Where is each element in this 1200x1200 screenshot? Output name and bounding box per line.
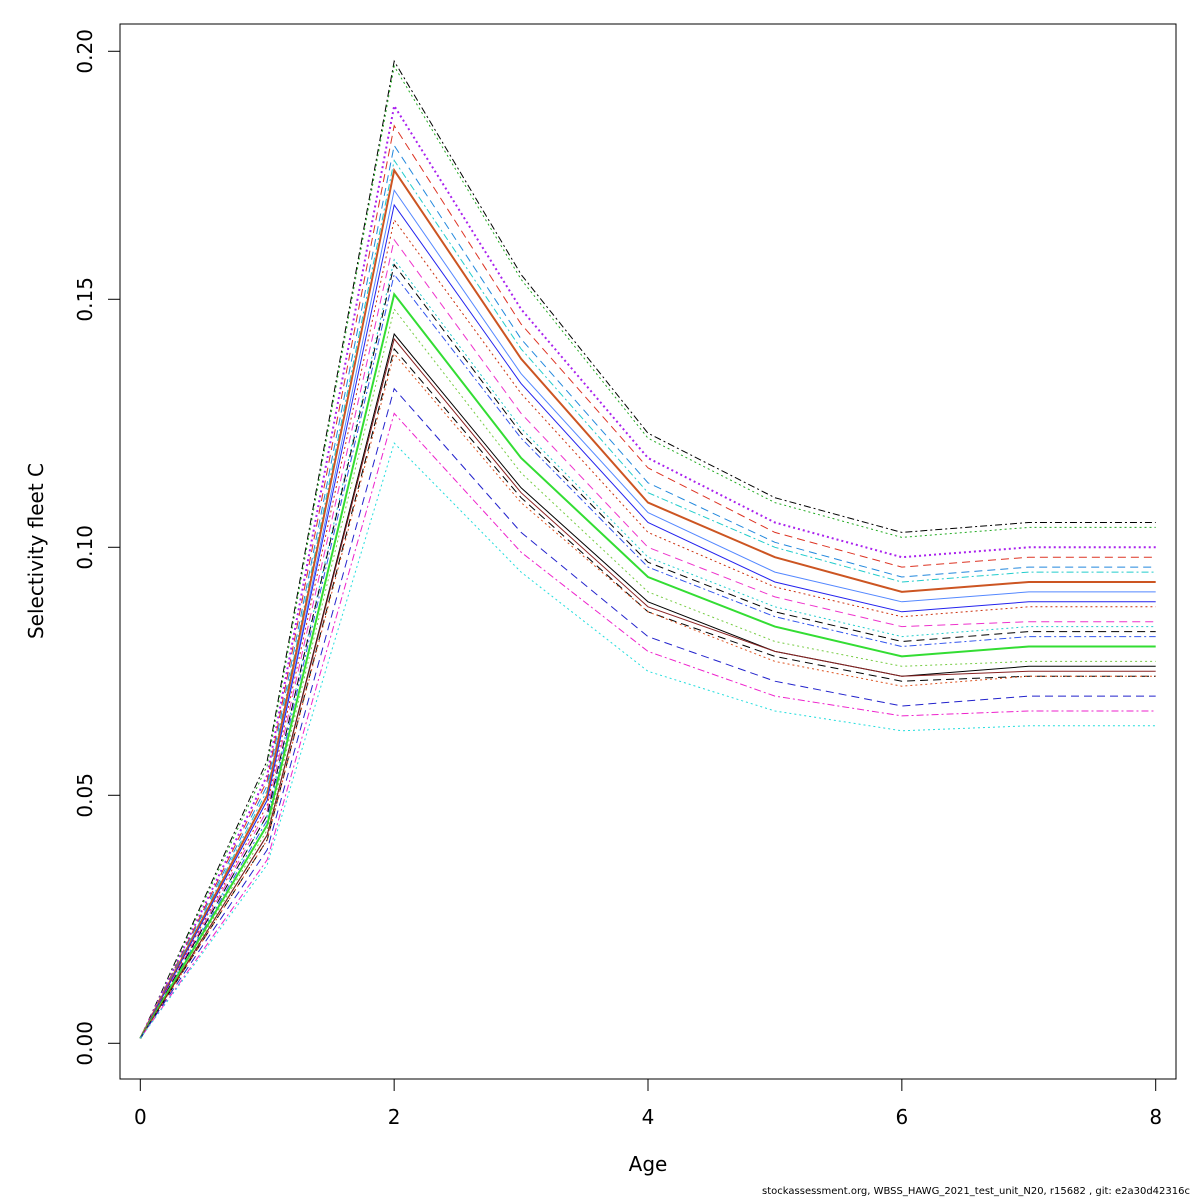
series-line-7 bbox=[139, 167, 1156, 1039]
series-line-14 bbox=[139, 273, 1156, 1039]
x-tick-label-4: 8 bbox=[1149, 1105, 1162, 1129]
x-axis-label: Age bbox=[629, 1152, 668, 1176]
x-tick-label-3: 6 bbox=[895, 1105, 908, 1129]
series-line-4 bbox=[139, 124, 1156, 1039]
x-tick-label-1: 2 bbox=[388, 1105, 401, 1129]
series-line-5 bbox=[139, 144, 1156, 1039]
series-line-6 bbox=[139, 159, 1156, 1039]
y-tick-label-3: 0.15 bbox=[73, 277, 97, 322]
series-line-9 bbox=[139, 203, 1156, 1039]
x-tick-label-0: 0 bbox=[134, 1105, 147, 1129]
footer-text: stockassessment.org, WBSS_HAWG_2021_test… bbox=[762, 1186, 1190, 1197]
series-line-13 bbox=[139, 263, 1156, 1039]
x-tick-label-2: 4 bbox=[642, 1105, 655, 1129]
series-line-23 bbox=[139, 442, 1156, 1039]
x-axis: 0 2 4 6 8 bbox=[134, 1078, 1162, 1129]
series-line-16 bbox=[139, 308, 1156, 1039]
series-layer bbox=[139, 59, 1156, 1039]
series-line-21 bbox=[139, 387, 1156, 1039]
series-line-1 bbox=[139, 59, 1156, 1039]
series-line-10 bbox=[139, 218, 1156, 1039]
y-tick-label-4: 0.20 bbox=[73, 29, 97, 74]
series-line-20 bbox=[139, 352, 1156, 1039]
series-line-2 bbox=[139, 64, 1156, 1039]
y-axis-label: Selectivity fleet C bbox=[24, 463, 48, 639]
series-line-18 bbox=[139, 337, 1156, 1039]
y-tick-label-2: 0.10 bbox=[73, 525, 97, 570]
series-line-8 bbox=[139, 188, 1156, 1039]
y-tick-label-0: 0.00 bbox=[73, 1021, 97, 1066]
y-tick-label-1: 0.05 bbox=[73, 773, 97, 818]
series-line-11 bbox=[139, 238, 1156, 1039]
y-axis: 0.00 0.05 0.10 0.15 0.20 bbox=[73, 29, 121, 1066]
series-line-15 bbox=[139, 292, 1156, 1039]
